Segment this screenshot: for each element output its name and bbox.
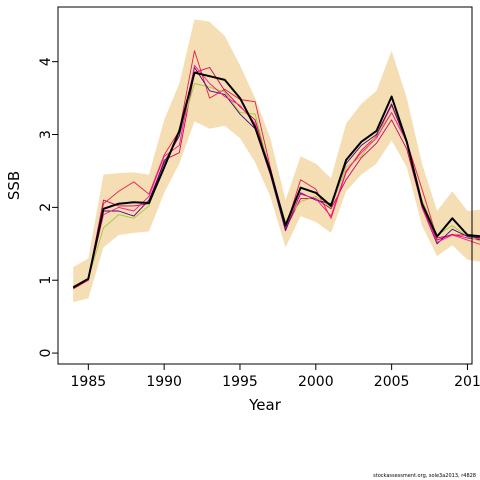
x-tick-label: 201 [454, 374, 480, 390]
y-tick-label: 0 [38, 349, 54, 358]
x-tick-label: 2005 [374, 374, 410, 390]
x-axis: 1985 1990 1995 2000 2005 201 [71, 364, 480, 390]
confidence-band-layer [73, 19, 480, 303]
plot-frame [57, 6, 473, 365]
x-tick-label: 1990 [146, 374, 182, 390]
y-tick-label: 2 [38, 203, 54, 212]
retrospective-line-3 [73, 83, 480, 287]
y-tick-label: 4 [38, 57, 54, 66]
y-tick-label: 3 [38, 130, 54, 139]
series-layer [72, 50, 480, 290]
source-caption: stockassessment.org, sole3a2013, r4828 [373, 473, 476, 479]
x-axis-title: Year [248, 396, 282, 414]
retrospective-line-5 [73, 64, 480, 288]
x-tick-label: 2000 [298, 374, 334, 390]
retrospective-line-4 [73, 67, 480, 288]
y-tick-label: 1 [38, 276, 54, 285]
y-axis-title: SSB [5, 171, 23, 200]
x-tick-label: 1995 [222, 374, 258, 390]
y-axis: 0 1 2 3 4 [38, 57, 58, 358]
ssb-estimate-line [72, 71, 480, 289]
confidence-band [73, 19, 480, 303]
x-tick-label: 1985 [71, 374, 107, 390]
